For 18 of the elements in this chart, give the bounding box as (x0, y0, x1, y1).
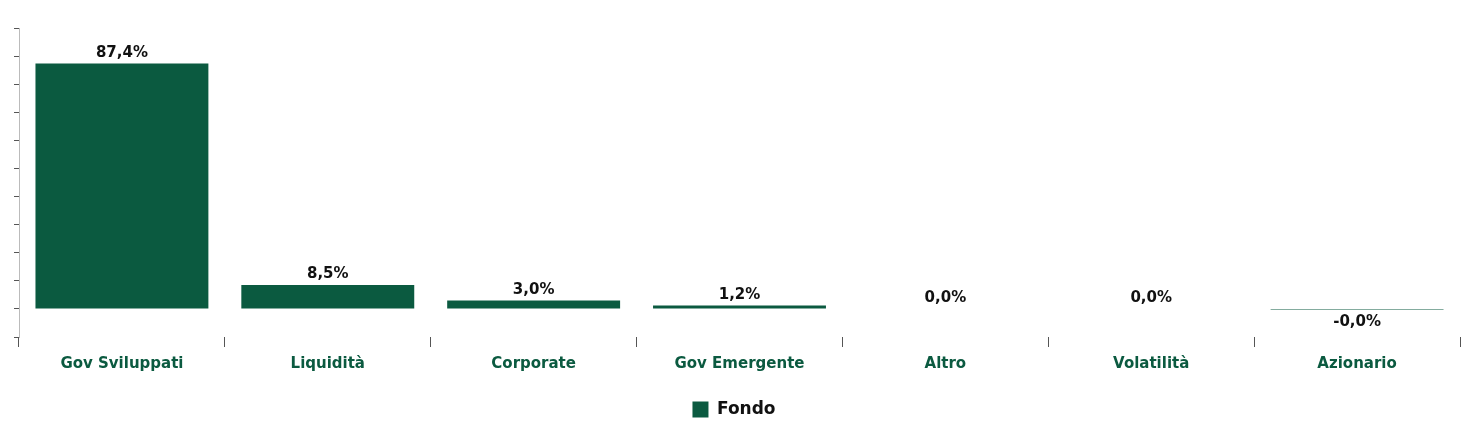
x-tick-label: Liquidità (290, 353, 365, 372)
bar (447, 300, 621, 309)
bar (35, 63, 209, 309)
x-tick-label: Volatilità (1113, 353, 1190, 372)
data-label: 1,2% (718, 284, 761, 303)
data-label: -0,0% (1333, 312, 1381, 331)
legend-label: Fondo (716, 397, 776, 418)
data-label: 3,0% (512, 279, 555, 298)
x-tick-label: Gov Emergente (674, 353, 805, 372)
x-tick-label: Gov Sviluppati (60, 353, 184, 372)
bar (241, 285, 415, 309)
data-label: 8,5% (306, 264, 349, 283)
data-label: 87,4% (95, 42, 148, 61)
x-tick-label: Azionario (1317, 353, 1397, 372)
x-tick-label: Corporate (491, 353, 576, 372)
data-label: 0,0% (924, 288, 967, 307)
data-label: 0,0% (1130, 288, 1173, 307)
x-tick-label: Altro (924, 353, 967, 372)
